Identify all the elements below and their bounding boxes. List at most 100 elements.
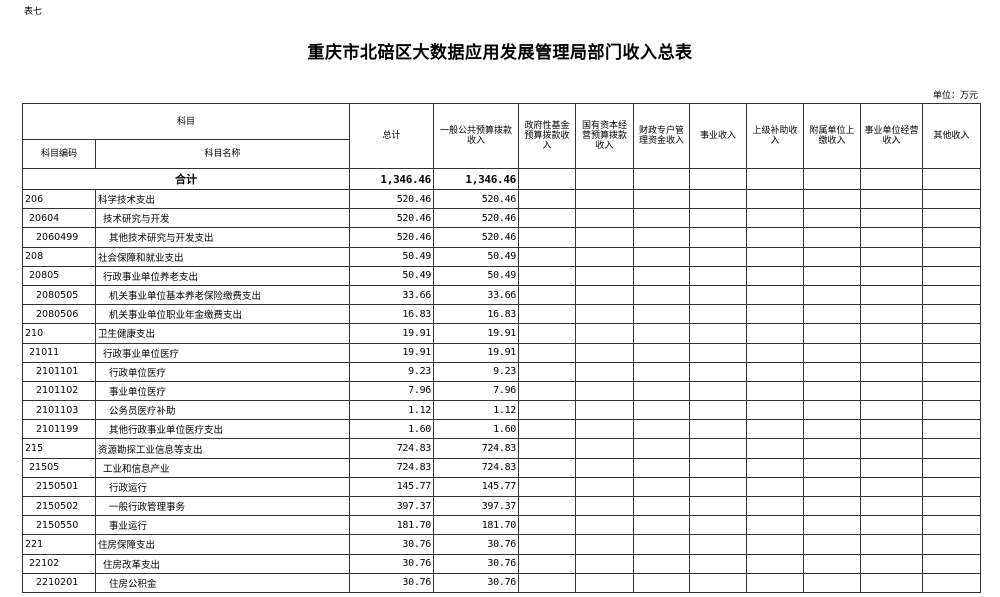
table-row: 2150502 一般行政管理事务 397.37 397.37 (22, 495, 982, 517)
row-empty-cell (860, 534, 924, 555)
row-name: 事业单位医疗 (94, 380, 351, 402)
row-code: 215 (22, 438, 96, 459)
row-empty-cell (860, 400, 924, 421)
row-general: 50.49 (433, 265, 520, 286)
row-code: 2080505 (22, 284, 96, 306)
row-empty-cell (689, 284, 748, 306)
row-total: 30.76 (349, 534, 435, 555)
row-empty-cell (575, 323, 635, 344)
row-empty-cell (746, 476, 805, 498)
row-general: 520.46 (433, 188, 520, 210)
row-code: 221 (22, 534, 96, 555)
row-general: 724.83 (433, 438, 520, 459)
row-name: 机关事业单位基本养老保险缴费支出 (94, 284, 351, 306)
row-empty-cell (922, 476, 982, 498)
row-empty-cell (746, 534, 805, 555)
row-general: 724.83 (433, 457, 520, 478)
row-empty-cell (803, 457, 862, 478)
row-empty-cell (746, 553, 805, 574)
income-summary-table: 科目 总计 一般公共预算拨款收入 政府性基金预算拨款收入 国有资本经营预算拨款收… (21, 103, 982, 593)
row-empty-cell (689, 265, 748, 286)
row-total: 19.91 (349, 323, 435, 344)
row-name: 一般行政管理事务 (94, 495, 351, 517)
row-empty-cell (746, 227, 805, 248)
row-empty-cell (633, 380, 691, 402)
header-total: 总计 (349, 103, 435, 169)
row-empty-cell (803, 284, 862, 306)
header-col: 政府性基金预算拨款收入 (518, 103, 577, 169)
row-empty-cell (689, 553, 748, 574)
table-row: 210 卫生健康支出 19.91 19.91 (22, 323, 982, 344)
row-empty-cell (922, 284, 982, 306)
table-row: 2150501 行政运行 145.77 145.77 (22, 476, 982, 498)
row-empty-cell (575, 265, 635, 286)
row-empty-cell (803, 342, 862, 363)
header-col: 财政专户管理资金收入 (633, 103, 691, 169)
row-empty-cell (633, 495, 691, 517)
row-empty-cell (860, 246, 924, 267)
row-empty-cell (860, 572, 924, 593)
row-empty-cell (633, 419, 691, 440)
row-empty-cell (689, 572, 748, 593)
row-empty-cell (803, 323, 862, 344)
header-col: 事业收入 (689, 103, 748, 169)
row-empty-cell (922, 457, 982, 478)
row-empty-cell (633, 438, 691, 459)
row-total: 520.46 (349, 227, 435, 248)
row-empty-cell (633, 534, 691, 555)
row-empty-cell (518, 361, 577, 382)
row-empty-cell (575, 188, 635, 210)
row-empty-cell (575, 553, 635, 574)
row-empty-cell (746, 515, 805, 536)
row-empty-cell (803, 419, 862, 440)
row-empty-cell (689, 400, 748, 421)
row-total: 724.83 (349, 438, 435, 459)
row-general: 1.12 (433, 400, 520, 421)
row-empty-cell (746, 380, 805, 402)
table-row: 20805 行政事业单位养老支出 50.49 50.49 (22, 265, 982, 286)
row-empty-cell (803, 438, 862, 459)
row-general: 50.49 (433, 246, 520, 267)
row-code: 20805 (22, 265, 96, 286)
row-empty-cell (633, 342, 691, 363)
row-empty-cell (689, 495, 748, 517)
row-empty-cell (633, 323, 691, 344)
row-name: 住房公积金 (94, 572, 351, 593)
header-name: 科目名称 (94, 139, 351, 169)
row-code: 21505 (22, 457, 96, 478)
row-code: 2150550 (22, 515, 96, 536)
row-empty-cell (633, 400, 691, 421)
row-empty-cell (633, 515, 691, 536)
row-empty-cell (518, 457, 577, 478)
row-empty-cell (746, 284, 805, 306)
row-empty-cell (860, 515, 924, 536)
table-row: 21505 工业和信息产业 724.83 724.83 (22, 457, 982, 478)
row-empty-cell (746, 188, 805, 210)
row-empty-cell (575, 284, 635, 306)
row-empty-cell (689, 419, 748, 440)
row-name: 机关事业单位职业年金缴费支出 (94, 304, 351, 325)
row-code: 2150501 (22, 476, 96, 498)
row-empty-cell (518, 400, 577, 421)
row-empty-cell (689, 534, 748, 555)
row-total: 33.66 (349, 284, 435, 306)
row-empty-cell (633, 457, 691, 478)
row-name: 工业和信息产业 (94, 457, 351, 478)
header-col: 国有资本经营预算拨款收入 (575, 103, 635, 169)
table-row: 2060499 其他技术研究与开发支出 520.46 520.46 (22, 227, 982, 248)
row-total: 50.49 (349, 246, 435, 267)
row-general: 16.83 (433, 304, 520, 325)
row-empty-cell (746, 361, 805, 382)
row-empty-cell (922, 304, 982, 325)
total-value: 1,346.46 (349, 168, 435, 190)
row-empty-cell (518, 227, 577, 248)
row-empty-cell (689, 208, 748, 229)
row-empty-cell (746, 438, 805, 459)
row-empty-cell (922, 380, 982, 402)
row-empty-cell (575, 534, 635, 555)
row-empty-cell (922, 188, 982, 210)
row-empty-cell (518, 438, 577, 459)
row-empty-cell (689, 304, 748, 325)
row-total: 30.76 (349, 553, 435, 574)
row-name: 行政单位医疗 (94, 361, 351, 382)
